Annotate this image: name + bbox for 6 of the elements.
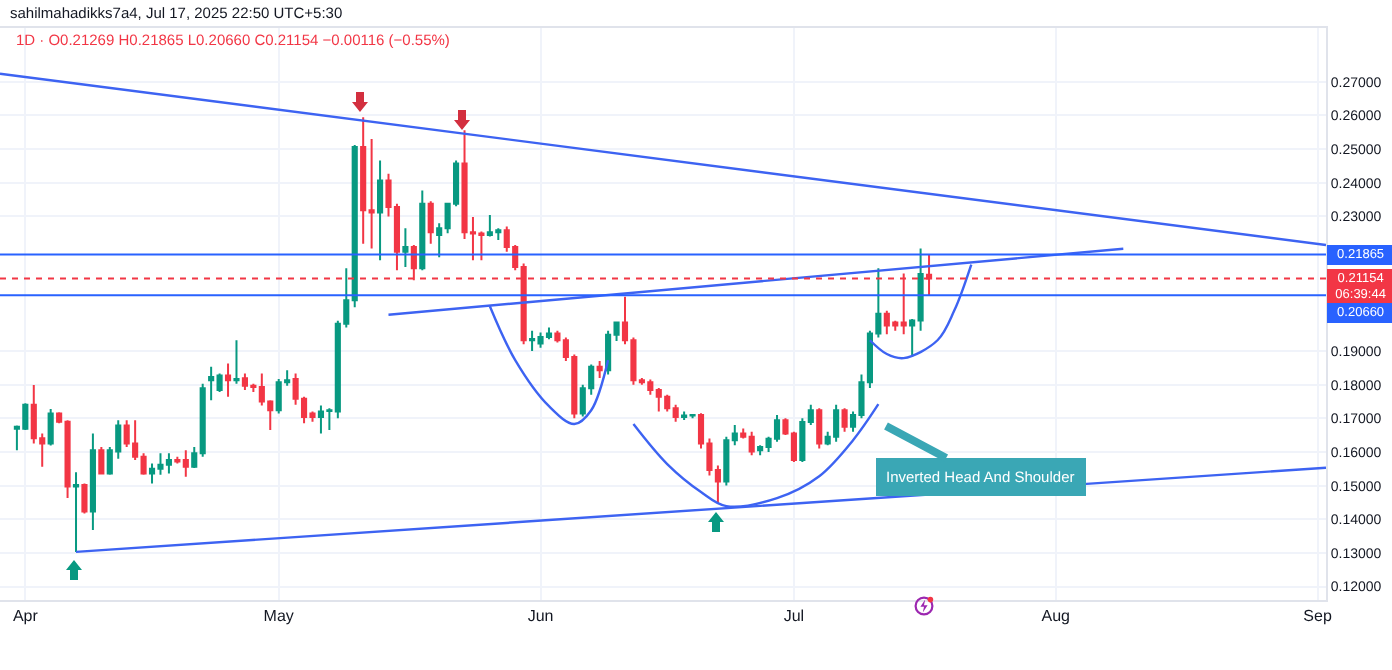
x-tick-label: May (263, 607, 294, 626)
x-tick-label: Apr (12, 607, 39, 626)
x-tick-label: Jul (783, 607, 805, 626)
x-tick-label: Sep (1303, 607, 1333, 626)
x-tick-label: Jun (527, 607, 554, 626)
x-tick-label: Aug (1041, 607, 1070, 626)
